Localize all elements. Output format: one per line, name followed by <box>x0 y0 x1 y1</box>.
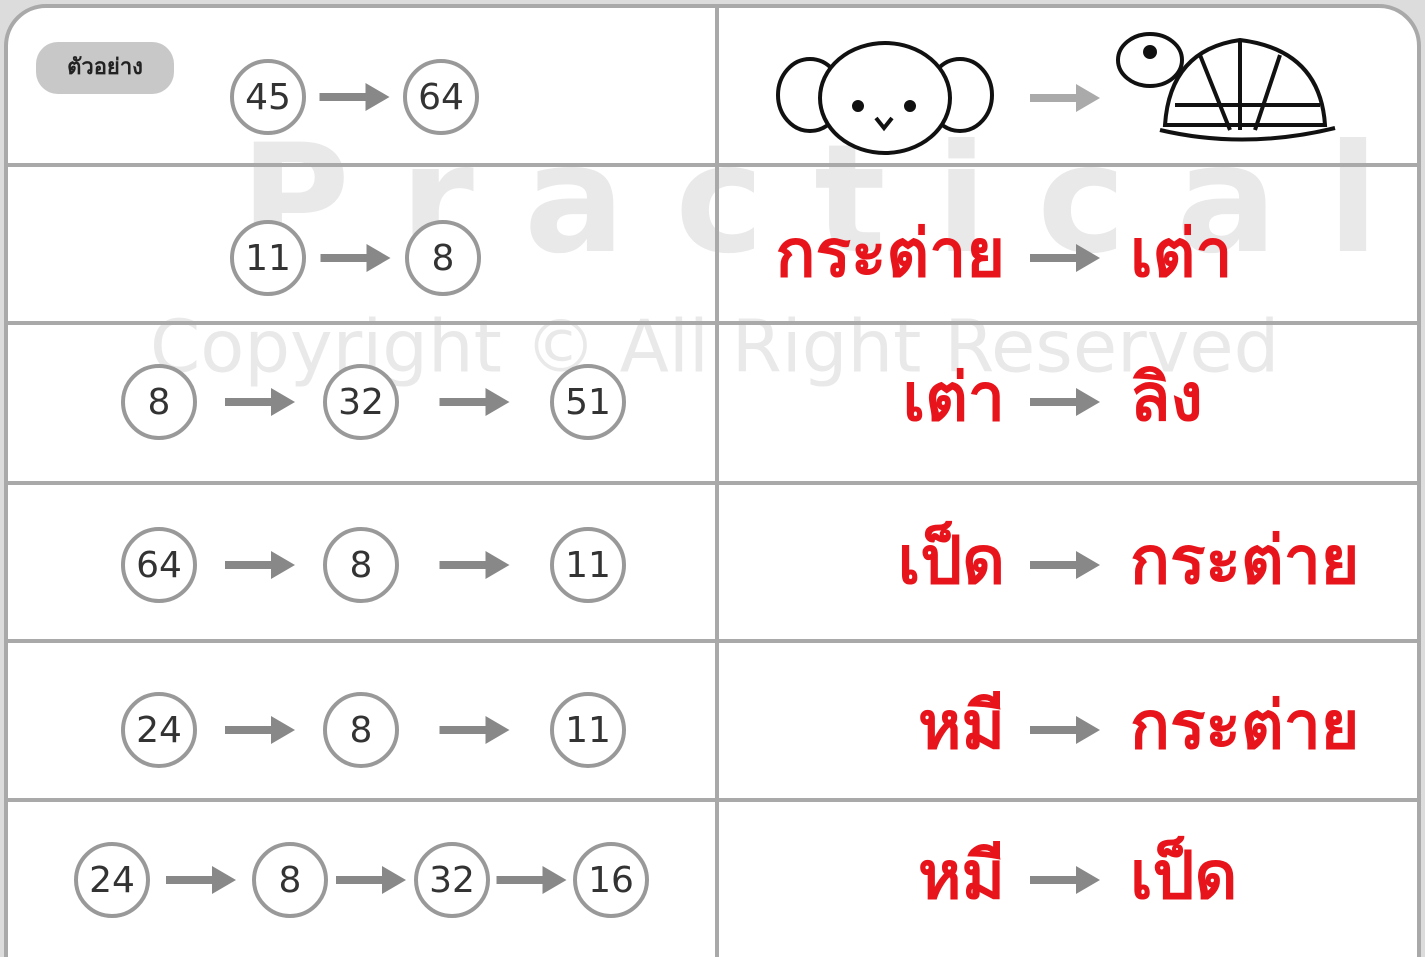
arrow <box>1030 561 1080 569</box>
word-from: หมี <box>918 687 1005 764</box>
number-circle <box>121 527 197 603</box>
number: 24 <box>136 710 182 751</box>
number: 8 <box>279 860 302 901</box>
word-to: เป็ด <box>1130 835 1237 914</box>
arrow <box>439 561 490 569</box>
number: 64 <box>136 545 182 586</box>
arrow <box>336 876 386 884</box>
arrow-head <box>271 551 295 579</box>
word-to: กระต่าย <box>1130 522 1359 599</box>
number-circle <box>121 364 197 440</box>
arrow-head <box>542 866 567 894</box>
number-circle <box>550 692 626 768</box>
number: 8 <box>148 382 171 423</box>
number: 24 <box>89 860 135 901</box>
number: 16 <box>588 860 634 901</box>
number-circle <box>323 692 399 768</box>
number-circle <box>323 364 399 440</box>
arrow-head <box>485 388 510 416</box>
number-circle <box>403 59 479 135</box>
word-from: กระต่าย <box>776 215 1005 292</box>
arrow <box>225 726 275 734</box>
arrow-head <box>485 551 510 579</box>
word-to: กระต่าย <box>1130 687 1359 764</box>
number: 8 <box>350 545 373 586</box>
arrow <box>320 254 371 262</box>
word-to: เต่า <box>1130 215 1232 292</box>
number-circle <box>74 842 150 918</box>
example-badge <box>36 42 174 94</box>
number: 32 <box>429 860 475 901</box>
number: 11 <box>565 545 611 586</box>
number: 32 <box>338 382 384 423</box>
arrow <box>166 876 216 884</box>
number-circle <box>323 527 399 603</box>
grid <box>8 8 1419 957</box>
word-from: หมี <box>918 837 1005 914</box>
number-circle <box>414 842 490 918</box>
number-circle <box>550 364 626 440</box>
arrow-head <box>1076 716 1100 744</box>
number: 8 <box>432 238 455 279</box>
word-to: ลิง <box>1130 359 1203 436</box>
arrow-head <box>212 866 236 894</box>
number-circle <box>573 842 649 918</box>
number-circle <box>230 220 306 296</box>
number: 11 <box>565 710 611 751</box>
number: 45 <box>245 77 291 118</box>
number-circle <box>252 842 328 918</box>
number: 64 <box>418 77 464 118</box>
arrow <box>1030 84 1100 112</box>
arrow <box>439 398 490 406</box>
turtle-icon <box>1116 32 1336 142</box>
arrow-head <box>1076 551 1100 579</box>
monkey-icon <box>776 41 994 155</box>
arrow-head <box>485 716 510 744</box>
number-circle <box>230 59 306 135</box>
arrow-head <box>365 83 390 111</box>
number-circle <box>550 527 626 603</box>
arrow <box>319 93 370 101</box>
number-circle <box>405 220 481 296</box>
arrow-head <box>1076 244 1100 272</box>
arrow <box>1030 254 1080 262</box>
word-from: เป็ด <box>898 520 1005 599</box>
arrow-head <box>271 388 295 416</box>
arrow <box>225 398 275 406</box>
arrow-head <box>1076 388 1100 416</box>
example-label: ตัวอย่าง <box>67 55 143 80</box>
arrow <box>1030 876 1080 884</box>
number: 51 <box>565 382 611 423</box>
arrow-head <box>382 866 406 894</box>
number: 8 <box>350 710 373 751</box>
arrow-head <box>271 716 295 744</box>
arrow <box>496 876 547 884</box>
number-circle <box>121 692 197 768</box>
arrow <box>1030 726 1080 734</box>
number: 11 <box>245 238 291 279</box>
arrow-head <box>1076 866 1100 894</box>
arrow <box>1030 398 1080 406</box>
arrow <box>225 561 275 569</box>
watermark: Copyright © All Right Reserved <box>150 305 1279 389</box>
arrow-head <box>366 244 391 272</box>
arrow <box>439 726 490 734</box>
word-from: เต่า <box>903 359 1005 436</box>
